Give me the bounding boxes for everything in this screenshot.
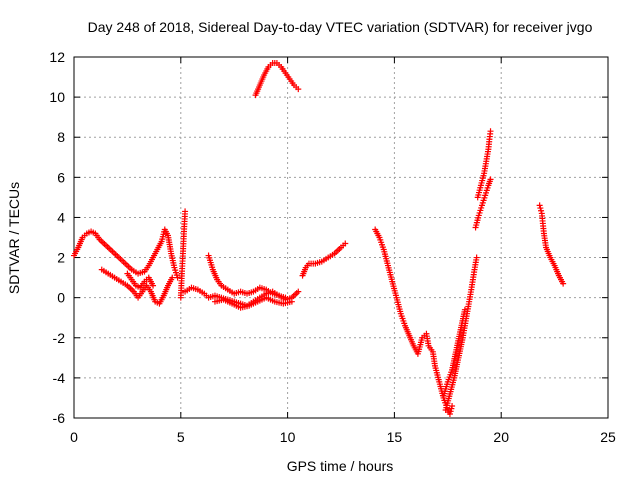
grid-lines [74,57,608,418]
x-tick-label: 15 [387,429,403,445]
data-point [342,240,349,247]
data-point [174,274,181,281]
data-point [446,410,453,417]
data-point [282,294,289,301]
y-tick-label: -4 [53,370,66,386]
axis-ticks: 0 5 10 15 20 25 -6 -4 -2 0 2 4 6 8 10 12 [49,49,616,445]
x-tick-label: 10 [280,429,296,445]
x-axis-label: GPS time / hours [287,458,394,474]
data-point [537,205,544,212]
chart-title: Day 248 of 2018, Sidereal Day-to-day VTE… [88,19,593,35]
data-point [461,306,468,313]
x-tick-label: 0 [70,429,78,445]
data-point [150,282,157,289]
data-point [487,176,494,183]
data-point [182,208,189,215]
data-point [536,202,543,209]
y-tick-label: -2 [53,330,66,346]
data-point [449,402,456,409]
y-tick-label: 6 [57,169,65,185]
y-tick-label: -6 [53,410,66,426]
x-tick-label: 25 [600,429,616,445]
plot-frame [73,56,609,419]
data-point [473,254,480,261]
y-tick-label: 0 [57,290,65,306]
y-tick-label: 12 [49,49,65,65]
y-tick-label: 8 [57,129,65,145]
data-point [487,128,494,135]
data-point [295,288,302,295]
data-point [288,298,295,305]
data-point [560,280,567,287]
y-tick-label: 4 [57,209,65,225]
data-point [169,274,176,281]
y-tick-label: 2 [57,250,65,266]
data-point [447,408,454,415]
data-point [295,86,302,93]
data-point [448,405,455,412]
data-points [71,60,567,417]
y-tick-label: 10 [49,89,65,105]
y-axis-label: SDTVAR / TECUs [6,182,22,294]
x-tick-label: 20 [493,429,509,445]
data-point [538,207,545,214]
x-tick-label: 5 [177,429,185,445]
